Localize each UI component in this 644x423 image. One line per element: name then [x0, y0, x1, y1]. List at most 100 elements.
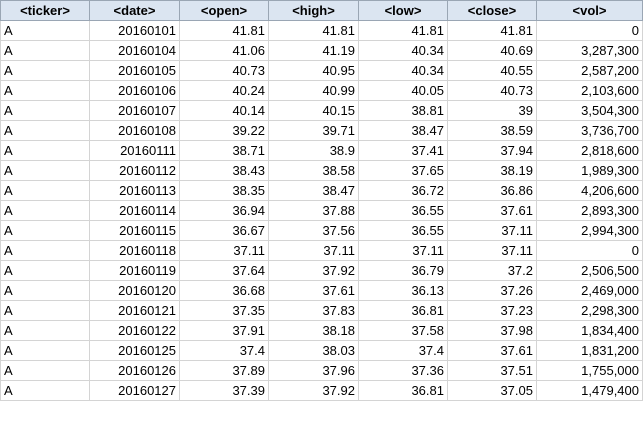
cell-vol[interactable]: 2,506,500: [536, 260, 643, 281]
cell-date[interactable]: 20160120: [89, 280, 180, 301]
cell-date[interactable]: 20160127: [89, 380, 180, 401]
column-header-vol[interactable]: <vol>: [536, 0, 643, 21]
cell-date[interactable]: 20160107: [89, 100, 180, 121]
cell-low[interactable]: 37.36: [358, 360, 448, 381]
cell-high[interactable]: 37.92: [268, 260, 359, 281]
cell-vol[interactable]: 3,504,300: [536, 100, 643, 121]
cell-vol[interactable]: 2,469,000: [536, 280, 643, 301]
cell-high[interactable]: 39.71: [268, 120, 359, 141]
column-header-ticker[interactable]: <ticker>: [0, 0, 90, 21]
cell-low[interactable]: 36.81: [358, 300, 448, 321]
cell-close[interactable]: 38.59: [447, 120, 537, 141]
cell-vol[interactable]: 2,298,300: [536, 300, 643, 321]
cell-high[interactable]: 37.83: [268, 300, 359, 321]
cell-close[interactable]: 37.61: [447, 340, 537, 361]
column-header-low[interactable]: <low>: [358, 0, 448, 21]
cell-close[interactable]: 37.23: [447, 300, 537, 321]
cell-close[interactable]: 38.19: [447, 160, 537, 181]
cell-ticker[interactable]: A: [0, 280, 90, 301]
cell-low[interactable]: 36.55: [358, 200, 448, 221]
cell-low[interactable]: 38.47: [358, 120, 448, 141]
cell-date[interactable]: 20160101: [89, 20, 180, 41]
cell-vol[interactable]: 1,831,200: [536, 340, 643, 361]
cell-ticker[interactable]: A: [0, 60, 90, 81]
cell-low[interactable]: 36.13: [358, 280, 448, 301]
cell-date[interactable]: 20160106: [89, 80, 180, 101]
cell-high[interactable]: 38.18: [268, 320, 359, 341]
cell-high[interactable]: 40.15: [268, 100, 359, 121]
cell-vol[interactable]: 3,736,700: [536, 120, 643, 141]
cell-low[interactable]: 37.58: [358, 320, 448, 341]
cell-high[interactable]: 37.96: [268, 360, 359, 381]
cell-ticker[interactable]: A: [0, 20, 90, 41]
cell-high[interactable]: 40.99: [268, 80, 359, 101]
cell-open[interactable]: 38.35: [179, 180, 269, 201]
cell-close[interactable]: 40.55: [447, 60, 537, 81]
cell-vol[interactable]: 0: [536, 240, 643, 261]
column-header-close[interactable]: <close>: [447, 0, 537, 21]
cell-ticker[interactable]: A: [0, 140, 90, 161]
cell-vol[interactable]: 2,893,300: [536, 200, 643, 221]
cell-low[interactable]: 40.05: [358, 80, 448, 101]
cell-ticker[interactable]: A: [0, 40, 90, 61]
cell-low[interactable]: 38.81: [358, 100, 448, 121]
cell-date[interactable]: 20160125: [89, 340, 180, 361]
cell-date[interactable]: 20160112: [89, 160, 180, 181]
cell-open[interactable]: 41.81: [179, 20, 269, 41]
cell-high[interactable]: 37.88: [268, 200, 359, 221]
cell-open[interactable]: 38.43: [179, 160, 269, 181]
cell-high[interactable]: 37.11: [268, 240, 359, 261]
cell-high[interactable]: 40.95: [268, 60, 359, 81]
cell-ticker[interactable]: A: [0, 320, 90, 341]
cell-open[interactable]: 37.4: [179, 340, 269, 361]
column-header-high[interactable]: <high>: [268, 0, 359, 21]
cell-open[interactable]: 37.64: [179, 260, 269, 281]
cell-close[interactable]: 37.05: [447, 380, 537, 401]
cell-vol[interactable]: 2,103,600: [536, 80, 643, 101]
cell-vol[interactable]: 4,206,600: [536, 180, 643, 201]
cell-ticker[interactable]: A: [0, 340, 90, 361]
cell-open[interactable]: 37.39: [179, 380, 269, 401]
cell-ticker[interactable]: A: [0, 180, 90, 201]
cell-ticker[interactable]: A: [0, 100, 90, 121]
cell-low[interactable]: 37.41: [358, 140, 448, 161]
cell-high[interactable]: 38.03: [268, 340, 359, 361]
cell-low[interactable]: 36.55: [358, 220, 448, 241]
cell-open[interactable]: 37.11: [179, 240, 269, 261]
cell-open[interactable]: 36.94: [179, 200, 269, 221]
cell-high[interactable]: 38.58: [268, 160, 359, 181]
cell-ticker[interactable]: A: [0, 120, 90, 141]
cell-close[interactable]: 37.11: [447, 240, 537, 261]
cell-ticker[interactable]: A: [0, 380, 90, 401]
cell-ticker[interactable]: A: [0, 360, 90, 381]
cell-date[interactable]: 20160118: [89, 240, 180, 261]
cell-open[interactable]: 36.67: [179, 220, 269, 241]
cell-date[interactable]: 20160104: [89, 40, 180, 61]
cell-open[interactable]: 40.14: [179, 100, 269, 121]
cell-date[interactable]: 20160105: [89, 60, 180, 81]
cell-close[interactable]: 37.2: [447, 260, 537, 281]
cell-close[interactable]: 41.81: [447, 20, 537, 41]
cell-open[interactable]: 37.89: [179, 360, 269, 381]
cell-low[interactable]: 37.65: [358, 160, 448, 181]
cell-vol[interactable]: 1,479,400: [536, 380, 643, 401]
cell-open[interactable]: 38.71: [179, 140, 269, 161]
cell-ticker[interactable]: A: [0, 240, 90, 261]
cell-vol[interactable]: 1,989,300: [536, 160, 643, 181]
cell-ticker[interactable]: A: [0, 220, 90, 241]
cell-ticker[interactable]: A: [0, 300, 90, 321]
cell-low[interactable]: 36.79: [358, 260, 448, 281]
cell-open[interactable]: 37.91: [179, 320, 269, 341]
column-header-open[interactable]: <open>: [179, 0, 269, 21]
cell-close[interactable]: 40.73: [447, 80, 537, 101]
cell-close[interactable]: 37.98: [447, 320, 537, 341]
cell-date[interactable]: 20160115: [89, 220, 180, 241]
cell-open[interactable]: 37.35: [179, 300, 269, 321]
cell-open[interactable]: 39.22: [179, 120, 269, 141]
cell-close[interactable]: 37.11: [447, 220, 537, 241]
cell-vol[interactable]: 0: [536, 20, 643, 41]
cell-high[interactable]: 37.61: [268, 280, 359, 301]
cell-date[interactable]: 20160113: [89, 180, 180, 201]
column-header-date[interactable]: <date>: [89, 0, 180, 21]
cell-vol[interactable]: 1,834,400: [536, 320, 643, 341]
